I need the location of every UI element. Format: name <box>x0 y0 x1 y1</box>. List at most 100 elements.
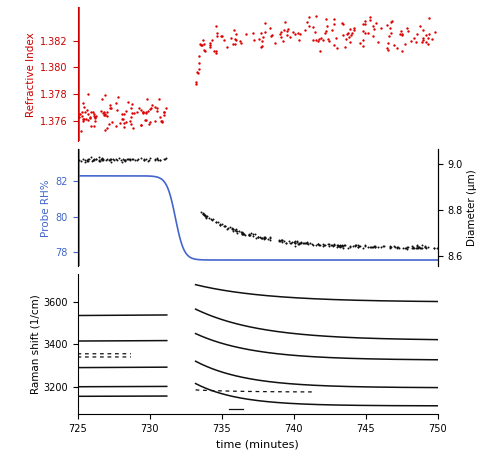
Point <box>121 156 129 163</box>
Point <box>410 244 418 251</box>
Point <box>370 25 378 32</box>
Point <box>290 238 298 245</box>
Point <box>386 32 394 40</box>
Point <box>384 44 392 52</box>
Point <box>140 156 148 163</box>
Point <box>154 104 162 112</box>
Point <box>266 236 274 243</box>
Point <box>340 242 348 249</box>
Point <box>212 219 220 226</box>
Point <box>192 79 200 86</box>
Point <box>154 155 162 162</box>
Point <box>402 244 410 251</box>
Point <box>236 40 244 47</box>
Point <box>195 65 203 73</box>
Point <box>106 120 114 128</box>
Point <box>228 40 236 47</box>
Point <box>198 41 205 49</box>
Point <box>386 25 394 32</box>
Point <box>84 117 92 124</box>
Point <box>424 35 432 42</box>
Point <box>404 243 411 250</box>
Point <box>145 120 153 128</box>
Point <box>329 242 337 250</box>
Point <box>386 243 394 250</box>
Point <box>330 41 338 48</box>
Point <box>106 156 114 163</box>
Point <box>327 241 335 249</box>
Point <box>162 155 170 162</box>
Point <box>315 241 323 249</box>
Point <box>78 99 86 106</box>
Point <box>374 243 382 250</box>
Point <box>393 244 401 251</box>
Point <box>115 155 123 162</box>
Point <box>230 225 237 232</box>
Point <box>102 91 110 98</box>
Point <box>229 225 237 233</box>
Point <box>325 38 333 45</box>
Point <box>386 244 394 251</box>
Point <box>412 39 420 46</box>
Point <box>200 41 208 48</box>
Point <box>260 234 268 242</box>
Point <box>403 245 411 252</box>
Point <box>251 231 259 238</box>
Point <box>418 242 426 249</box>
Point <box>304 238 312 246</box>
Point <box>206 43 214 50</box>
Point <box>158 118 166 125</box>
Point <box>284 25 292 32</box>
Point <box>223 225 231 232</box>
Point <box>210 47 218 54</box>
Point <box>137 155 145 162</box>
Point <box>83 157 91 165</box>
Point <box>316 241 324 248</box>
Point <box>134 156 142 163</box>
Point <box>244 232 252 239</box>
Point <box>144 107 152 114</box>
Point <box>194 69 202 76</box>
Point <box>89 156 97 163</box>
Point <box>259 33 267 40</box>
Point <box>336 242 344 249</box>
Point <box>394 243 402 250</box>
Point <box>200 211 208 218</box>
Point <box>119 155 127 163</box>
Point <box>344 244 352 251</box>
Point <box>231 35 239 43</box>
Point <box>153 155 161 163</box>
Point <box>289 29 297 36</box>
Point <box>91 114 99 122</box>
Point <box>162 104 170 112</box>
Point <box>419 34 427 42</box>
Point <box>338 242 345 249</box>
Point <box>112 122 120 130</box>
Point <box>422 31 430 38</box>
Point <box>299 239 307 247</box>
Point <box>116 119 124 126</box>
Point <box>209 216 217 223</box>
Point <box>346 25 354 32</box>
Point <box>422 244 430 252</box>
Point <box>198 41 206 49</box>
Point <box>84 157 92 164</box>
Point <box>295 37 303 44</box>
Point <box>293 238 301 245</box>
Point <box>120 156 128 164</box>
Point <box>212 30 220 37</box>
Point <box>92 155 100 162</box>
Point <box>344 30 352 37</box>
Point <box>106 155 114 163</box>
Point <box>275 238 283 245</box>
Point <box>413 244 421 251</box>
Point <box>128 156 136 163</box>
Point <box>310 23 318 31</box>
Point <box>148 101 156 109</box>
Point <box>117 156 125 164</box>
Point <box>268 31 276 38</box>
Point <box>283 27 291 35</box>
Point <box>393 244 401 252</box>
Point <box>89 156 97 163</box>
Point <box>250 36 258 43</box>
